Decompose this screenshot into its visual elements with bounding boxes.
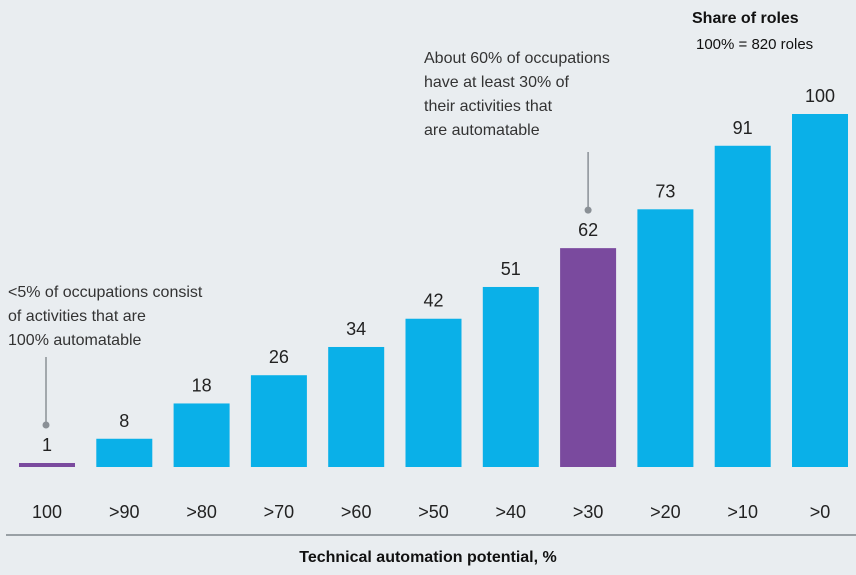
value-label-10: 100 — [805, 86, 835, 106]
annotation-line: <5% of occupations consist — [8, 284, 203, 301]
annotation-line: 100% automatable — [8, 332, 142, 349]
tick-label-7: >30 — [573, 502, 604, 522]
value-label-5: 42 — [423, 291, 443, 311]
legend-subtitle: 100% = 820 roles — [696, 36, 814, 53]
tick-label-9: >10 — [727, 502, 758, 522]
annotation-line: their activities that — [424, 98, 553, 115]
bars-group — [19, 114, 848, 467]
annotation-line: of activities that are — [8, 308, 146, 325]
bar-7 — [560, 248, 617, 467]
annotation-line: are automatable — [424, 122, 540, 139]
callout-30-dot — [584, 206, 592, 214]
tick-label-1: >90 — [109, 502, 140, 522]
tick-labels-group: 100 >90 >80 >70 >60 >50 >40 >30 >20 >10 >0 — [32, 502, 830, 522]
bar-0 — [19, 463, 75, 467]
tick-label-0: 100 — [32, 502, 62, 522]
bar-4 — [328, 346, 385, 467]
annotation-line: have at least 30% of — [424, 74, 569, 91]
bar-8 — [637, 209, 694, 467]
tick-label-6: >40 — [496, 502, 527, 522]
tick-label-8: >20 — [650, 502, 681, 522]
value-label-1: 8 — [119, 411, 129, 431]
value-label-4: 34 — [346, 319, 366, 339]
tick-label-10: >0 — [810, 502, 831, 522]
legend-title: Share of roles — [692, 10, 799, 27]
value-label-3: 26 — [269, 347, 289, 367]
annotation-30-percent: About 60% of occupations have at least 3… — [424, 47, 684, 143]
annotation-100-percent: <5% of occupations consist of activities… — [8, 281, 298, 353]
tick-label-2: >80 — [186, 502, 217, 522]
value-label-7: 62 — [578, 220, 598, 240]
callout-100-dot — [42, 421, 50, 429]
annotation-line: About 60% of occupations — [424, 50, 610, 67]
value-label-2: 18 — [192, 375, 212, 395]
bar-3 — [250, 375, 307, 467]
value-label-9: 91 — [733, 118, 753, 138]
callouts-group — [42, 152, 592, 429]
bar-5 — [405, 318, 462, 467]
tick-label-4: >60 — [341, 502, 372, 522]
tick-label-3: >70 — [264, 502, 295, 522]
x-axis-label: Technical automation potential, % — [299, 549, 557, 566]
value-label-0: 1 — [42, 435, 52, 455]
bar-6 — [482, 286, 539, 467]
value-label-6: 51 — [501, 259, 521, 279]
tick-label-5: >50 — [418, 502, 449, 522]
bar-2 — [173, 403, 230, 467]
bar-1 — [96, 438, 153, 467]
value-label-8: 73 — [655, 181, 675, 201]
bar-10 — [792, 114, 848, 467]
bar-9 — [714, 145, 771, 467]
